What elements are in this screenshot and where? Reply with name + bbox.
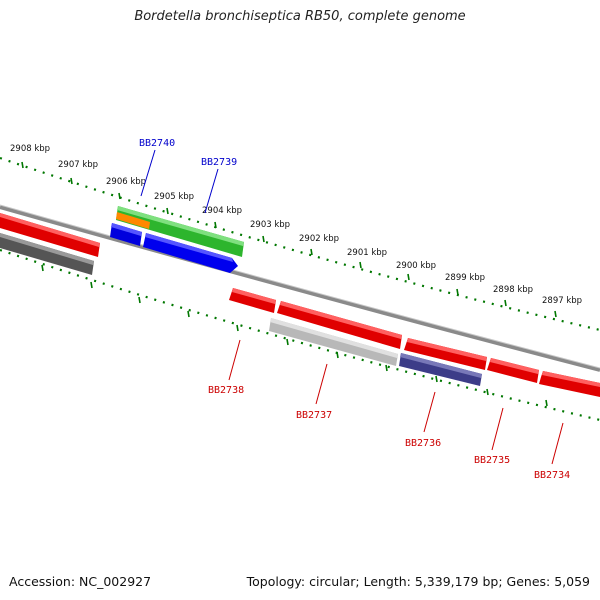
scale-label: 2897 kbp	[542, 296, 582, 306]
accession-text: Accession: NC_002927	[9, 574, 152, 589]
gene-feature-blue-long-shine	[145, 233, 233, 262]
map-title: Bordetella bronchiseptica RB50, complete…	[134, 9, 466, 24]
scale-label: 2900 kbp	[396, 261, 436, 271]
scale-label: 2901 kbp	[347, 248, 387, 258]
gene-feature-orange[interactable]	[116, 212, 150, 229]
scale-label: 2905 kbp	[154, 192, 194, 202]
major-ticks-upper	[21, 161, 557, 318]
gene-label[interactable]: BB2739	[201, 157, 237, 168]
scale-label: 2908 kbp	[10, 144, 50, 154]
scale-label: 2898 kbp	[493, 285, 533, 295]
gene-feature-bb2737-shine	[270, 318, 398, 358]
gene-feature-bb2735-shine	[490, 358, 539, 374]
gene-feature-red-left-shine	[0, 213, 100, 247]
gene-feature-red-mid-shine	[280, 301, 402, 339]
scale-label: 2902 kbp	[299, 234, 339, 244]
scale-label: 2907 kbp	[58, 160, 98, 170]
genome-backbone-highlight	[0, 204, 600, 369]
upper-leader-lines	[140, 149, 219, 214]
scale-label: 2899 kbp	[445, 273, 485, 283]
gene-feature-bb2736-red-shine	[407, 338, 487, 361]
gene-label[interactable]: BB2734	[534, 470, 570, 481]
lower-leader-lines	[228, 339, 564, 465]
gene-feature-green-shine	[117, 206, 244, 246]
gene-feature-bb2738-shine	[232, 288, 276, 304]
gene-features	[0, 206, 600, 397]
gene-feature-bb2734-shine	[542, 371, 600, 387]
major-ticks-lower	[41, 264, 548, 407]
gene-label[interactable]: BB2735	[474, 455, 510, 466]
gene-label[interactable]: BB2740	[139, 138, 175, 149]
genome-backbone	[0, 205, 600, 372]
gene-feature-blue-small-shine	[111, 223, 142, 236]
scale-labels: 2908 kbp 2907 kbp 2906 kbp 2905 kbp 2904 kbp…	[10, 144, 582, 306]
gene-label[interactable]: BB2736	[405, 438, 441, 449]
scale-label: 2906 kbp	[106, 177, 146, 187]
gene-label[interactable]: BB2738	[208, 385, 244, 396]
gene-feature-gray-left-shine	[0, 233, 94, 265]
gene-feature-red-mid[interactable]	[277, 301, 402, 349]
gene-feature-bb2736-shine	[400, 353, 482, 378]
scale-label: 2903 kbp	[250, 220, 290, 230]
gene-labels: BB2740 BB2739 BB2738 BB2737 BB2736 BB273…	[139, 138, 570, 481]
summary-text: Topology: circular; Length: 5,339,179 bp…	[246, 574, 590, 589]
scale-label: 2904 kbp	[202, 206, 242, 216]
gene-label[interactable]: BB2737	[296, 410, 332, 421]
